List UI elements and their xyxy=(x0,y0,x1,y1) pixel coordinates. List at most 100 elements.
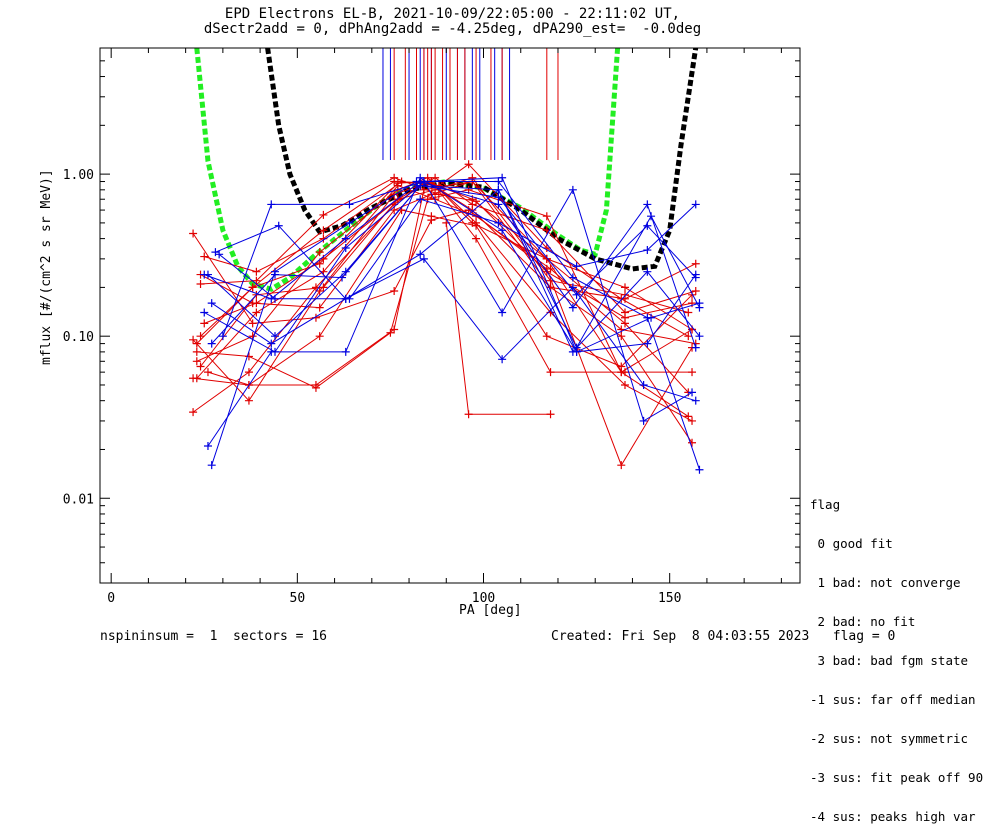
data-point xyxy=(196,279,205,288)
legend-title: flag xyxy=(810,497,841,512)
y-tick-label: 1.00 xyxy=(63,168,94,183)
axes-layer: 0 50 100 150 0.01 0.10 1.00 xyxy=(63,47,801,606)
data-point xyxy=(315,303,324,312)
data-point xyxy=(643,267,652,276)
data-point xyxy=(691,343,700,352)
data-series-layer xyxy=(189,160,704,474)
data-point xyxy=(621,319,629,328)
data-point xyxy=(252,308,261,317)
series-line xyxy=(192,209,693,467)
data-point xyxy=(386,328,395,337)
data-point xyxy=(341,244,350,253)
data-point xyxy=(196,332,205,341)
data-point xyxy=(341,347,350,356)
data-point xyxy=(464,410,473,419)
series-red-12 xyxy=(442,218,555,419)
pitch-angle-chart: 0 50 100 150 0.01 0.10 1.00 xyxy=(63,47,801,606)
series-line xyxy=(211,185,700,353)
data-point xyxy=(498,226,507,235)
data-point xyxy=(494,177,503,186)
data-point xyxy=(498,355,507,364)
data-point xyxy=(688,368,697,377)
series-red-0 xyxy=(189,177,693,421)
data-point xyxy=(617,362,626,371)
data-point xyxy=(215,250,224,259)
data-point xyxy=(643,200,652,209)
data-point xyxy=(271,332,279,341)
data-point xyxy=(542,332,551,341)
data-point xyxy=(688,416,697,425)
series-blue-17 xyxy=(207,177,704,474)
legend-item: 3 bad: bad fgm state xyxy=(810,653,969,668)
legend-item: -1 sus: far off median xyxy=(810,692,976,707)
data-point xyxy=(423,173,432,182)
data-point xyxy=(338,273,347,282)
data-point xyxy=(546,264,555,273)
data-point xyxy=(464,160,473,169)
footer-created-info: Created: Fri Sep 8 04:03:55 2023 flag = … xyxy=(551,629,896,644)
series-line xyxy=(200,180,696,309)
series-line xyxy=(207,176,700,447)
data-point xyxy=(345,218,354,227)
data-point xyxy=(345,294,354,303)
data-point xyxy=(341,234,350,243)
data-point xyxy=(684,332,693,341)
series-line xyxy=(207,185,697,337)
data-point xyxy=(546,368,555,377)
data-point xyxy=(691,270,700,279)
series-blue-24 xyxy=(200,177,700,352)
series-line xyxy=(218,198,697,300)
data-point xyxy=(315,248,324,257)
data-point xyxy=(390,287,399,296)
series-red-6 xyxy=(200,160,693,341)
series-line xyxy=(204,180,697,348)
data-point xyxy=(542,212,551,221)
data-point xyxy=(472,234,481,243)
data-point xyxy=(189,229,198,238)
data-point xyxy=(494,200,503,209)
series-blue-23 xyxy=(207,181,704,356)
data-point xyxy=(211,248,220,257)
data-point xyxy=(434,190,443,199)
data-point xyxy=(244,368,253,377)
data-point xyxy=(416,177,425,186)
data-point xyxy=(572,290,581,299)
data-point xyxy=(546,410,555,419)
data-point xyxy=(431,173,440,182)
series-line xyxy=(211,181,700,470)
data-point xyxy=(643,313,652,322)
data-point xyxy=(341,267,350,276)
legend-item: 0 good fit xyxy=(810,536,893,551)
data-point xyxy=(390,173,399,182)
data-point xyxy=(419,254,428,263)
series-line xyxy=(215,189,700,349)
legend-item: 1 bad: not converge xyxy=(810,575,961,590)
data-point xyxy=(218,332,227,341)
data-point xyxy=(494,193,503,202)
data-point xyxy=(695,332,704,341)
data-point xyxy=(192,347,201,356)
chart-title: EPD Electrons EL-B, 2021-10-09/22:05:00 … xyxy=(224,6,681,22)
data-point xyxy=(643,339,652,348)
flag-legend: flag 0 good fit 1 bad: not converge 2 ba… xyxy=(810,472,983,836)
data-point xyxy=(244,352,253,361)
data-point xyxy=(311,313,320,322)
data-point xyxy=(572,262,581,271)
x-tick-label: 0 xyxy=(107,591,115,606)
x-axis-label: PA [deg] xyxy=(459,603,522,618)
data-point xyxy=(192,357,201,366)
y-tick-label: 0.10 xyxy=(63,330,94,345)
data-point xyxy=(688,438,697,447)
data-point xyxy=(200,252,209,261)
data-point xyxy=(688,388,697,397)
fit-curve-black xyxy=(265,47,699,272)
data-point xyxy=(267,339,276,348)
legend-item: -3 sus: fit peak off 90 xyxy=(810,770,984,785)
x-tick-label: 150 xyxy=(658,591,681,606)
data-point xyxy=(416,250,425,259)
data-point xyxy=(274,221,283,230)
data-point xyxy=(200,270,209,279)
series-red-11 xyxy=(203,206,697,389)
y-tick-label: 0.01 xyxy=(63,492,94,507)
data-point xyxy=(267,200,276,209)
